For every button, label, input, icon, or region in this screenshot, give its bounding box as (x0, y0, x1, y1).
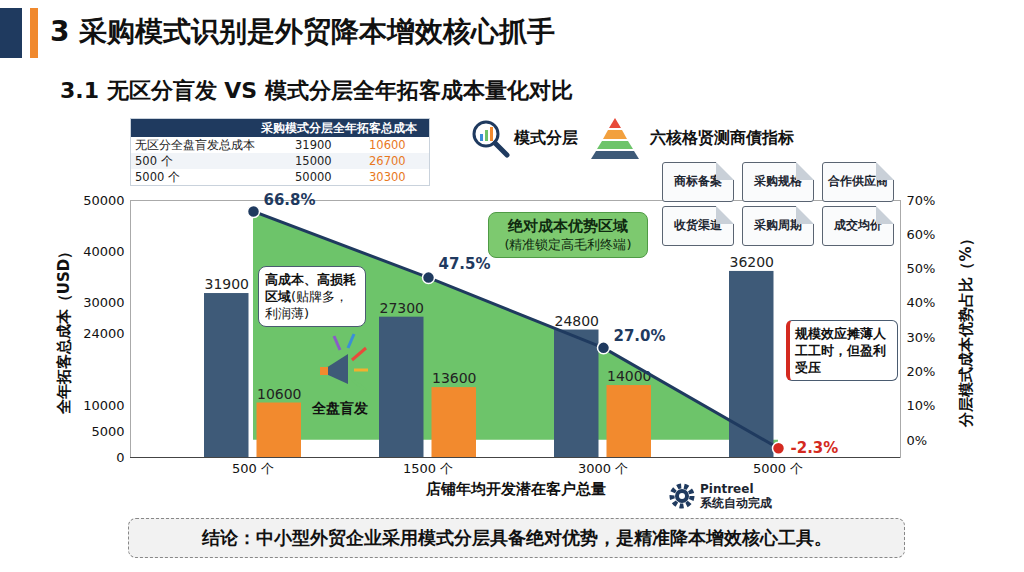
html-text:收货渠道: 收货渠道 (674, 218, 722, 232)
svg-text:36200: 36200 (729, 254, 774, 270)
svg-text:50000: 50000 (83, 193, 124, 208)
svg-text:10000: 10000 (83, 398, 124, 413)
svg-text:31900: 31900 (204, 276, 249, 292)
html-text:3.1 无区分盲发 VS 模式分层全年拓客成本量化对比: 3.1 无区分盲发 VS 模式分层全年拓客成本量化对比 (60, 78, 573, 103)
html-text:成交均价: 成交均价 (834, 218, 882, 232)
svg-text:60%: 60% (907, 227, 936, 242)
html-text:采购模式分层全年拓客总成本: 采购模式分层全年拓客总成本 (261, 121, 417, 135)
svg-text:66.8%: 66.8% (264, 191, 316, 209)
html-text:30300: 30300 (369, 170, 406, 184)
svg-text:10%: 10% (907, 398, 936, 413)
svg-text:3000 个: 3000 个 (578, 461, 628, 476)
svg-text:20%: 20% (907, 364, 936, 379)
html-text:合作供应商: 合作供应商 (828, 174, 888, 188)
html-text:高成本、高损耗区域(贴牌多，利润薄): 高成本、高损耗区域(贴牌多，利润薄) (265, 272, 356, 321)
svg-text:40%: 40% (907, 295, 936, 310)
svg-text:14000: 14000 (607, 368, 652, 384)
svg-text:50%: 50% (907, 261, 936, 276)
html-text:六核格贤测商債指标: 六核格贤测商債指标 (650, 128, 794, 147)
html-text:商标备案: 商标备案 (674, 174, 722, 188)
html-text:规模效应摊薄人工工时，但盈利受压: 规模效应摊薄人工工时，但盈利受压 (795, 326, 886, 375)
html-text:31900: 31900 (295, 138, 332, 152)
svg-text:全年拓客总成本（USD）: 全年拓客总成本（USD） (55, 244, 73, 415)
html-text:500 个: 500 个 (135, 154, 173, 168)
html-text:50000: 50000 (295, 170, 332, 184)
html-text:5000 个: 5000 个 (135, 170, 180, 184)
html-text:结论：中小型外贸企业采用模式分层具备绝对优势，是精准降本增效: 结论：中小型外贸企业采用模式分层具备绝对优势，是精准降本增效核心工具。 (201, 527, 832, 548)
svg-text:47.5%: 47.5% (439, 255, 491, 273)
svg-text:70%: 70% (907, 193, 936, 208)
svg-text:5000: 5000 (91, 424, 124, 439)
svg-text:5000 个: 5000 个 (753, 461, 803, 476)
html-text:Pintreel: Pintreel (700, 482, 754, 496)
svg-text:30000: 30000 (83, 295, 124, 310)
svg-text:10600: 10600 (257, 385, 302, 401)
svg-text:13600: 13600 (432, 370, 477, 386)
html-text:3 采购模式识别是外贸降本增效核心抓手: 3 采购模式识别是外贸降本增效核心抓手 (50, 15, 556, 48)
svg-text:30%: 30% (907, 330, 936, 345)
html-text:绝对成本优势区域: 绝对成本优势区域 (508, 217, 628, 235)
html-text:系统自动完成: 系统自动完成 (700, 496, 772, 510)
html-text:10600: 10600 (369, 138, 406, 152)
svg-text:-2.3%: -2.3% (791, 439, 839, 457)
svg-text:27.0%: 27.0% (614, 327, 666, 345)
html-text:15000: 15000 (295, 154, 332, 168)
html-text:26700: 26700 (369, 154, 406, 168)
svg-text:0: 0 (116, 450, 124, 465)
html-text:采购周期: 采购周期 (754, 218, 802, 232)
svg-text:分层模式成本优势占比（%）: 分层模式成本优势占比（%） (957, 231, 975, 427)
html-text:全盘盲发: 全盘盲发 (312, 400, 368, 416)
svg-text:40000: 40000 (83, 244, 124, 259)
svg-text:500 个: 500 个 (232, 461, 274, 476)
html-text:无区分全盘盲发总成本: 无区分全盘盲发总成本 (135, 138, 255, 152)
svg-text:27300: 27300 (379, 300, 424, 316)
svg-text:店铺年均开发潜在客户总量: 店铺年均开发潜在客户总量 (425, 480, 606, 498)
html-text:模式分层: 模式分层 (514, 128, 578, 147)
svg-text:1500 个: 1500 个 (403, 461, 453, 476)
html-text:(精准锁定高毛利终端): (精准锁定高毛利终端) (504, 237, 632, 252)
svg-text:24000: 24000 (83, 326, 124, 341)
html-text:采购规格: 采购规格 (754, 174, 802, 188)
svg-text:24800: 24800 (554, 313, 599, 329)
svg-text:0%: 0% (907, 433, 928, 448)
